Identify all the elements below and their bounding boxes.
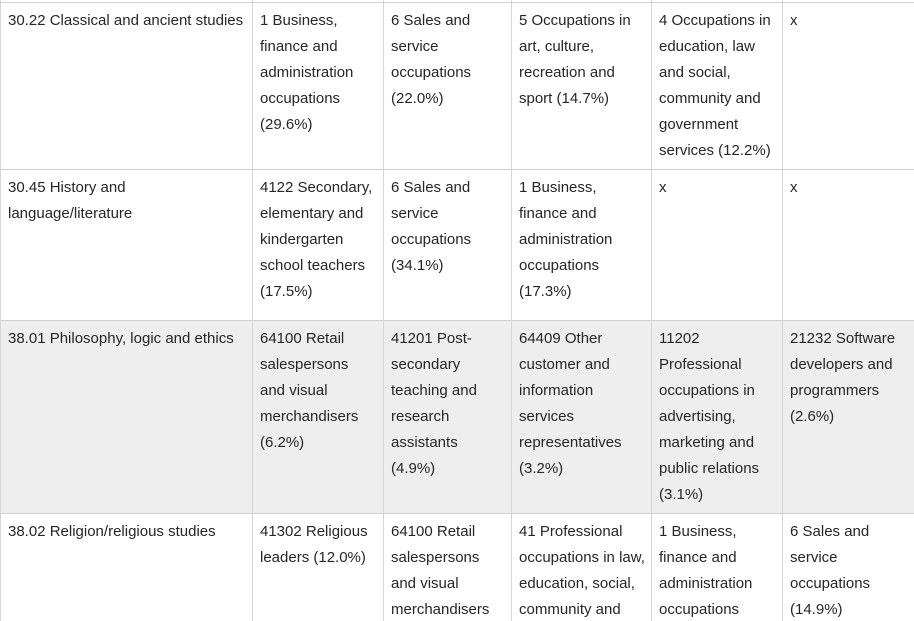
occupation-cell: x: [782, 169, 914, 321]
occupation-cell: x: [651, 169, 783, 321]
occupation-cell: x: [782, 2, 914, 170]
occupation-cell: 1 Business, finance and administration o…: [651, 513, 783, 621]
occupation-cell: 11202 Professional occupations in advert…: [651, 320, 783, 514]
field-of-study-cell: 38.02 Religion/religious studies: [0, 513, 253, 621]
field-of-study-cell: 30.45 History and language/literature: [0, 169, 253, 321]
occupation-cell: 6 Sales and service occupations (14.9%): [782, 513, 914, 621]
field-of-study-cell: 38.01 Philosophy, logic and ethics: [0, 320, 253, 514]
table-row: 38.01 Philosophy, logic and ethics 64100 …: [0, 320, 914, 514]
occupation-cell: 1 Business, finance and administration o…: [252, 2, 384, 170]
occupation-cell: 4 Occupations in education, law and soci…: [651, 2, 783, 170]
occupation-cell: 41302 Religious leaders (12.0%): [252, 513, 384, 621]
table-row: 30.45 History and language/literature 412…: [0, 169, 914, 321]
occupation-cell: 64409 Other customer and information ser…: [511, 320, 652, 514]
occupation-cell: 4122 Secondary, elementary and kindergar…: [252, 169, 384, 321]
occupation-cell: 64100 Retail salespersons and visual mer…: [383, 513, 512, 621]
occupation-cell: 64100 Retail salespersons and visual mer…: [252, 320, 384, 514]
table-row: 38.02 Religion/religious studies 41302 Re…: [0, 513, 914, 621]
occupation-cell: 41201 Post-secondary teaching and resear…: [383, 320, 512, 514]
table-row: 30.22 Classical and ancient studies 1 Bus…: [0, 2, 914, 170]
occupation-cell: 6 Sales and service occupations (22.0%): [383, 2, 512, 170]
occupation-cell: 41 Professional occupations in law, educ…: [511, 513, 652, 621]
field-of-study-cell: 30.22 Classical and ancient studies: [0, 2, 253, 170]
occupation-cell: 5 Occupations in art, culture, recreatio…: [511, 2, 652, 170]
occupation-cell: 1 Business, finance and administration o…: [511, 169, 652, 321]
occupation-cell: 21232 Software developers and programmer…: [782, 320, 914, 514]
occupation-cell: 6 Sales and service occupations (34.1%): [383, 169, 512, 321]
